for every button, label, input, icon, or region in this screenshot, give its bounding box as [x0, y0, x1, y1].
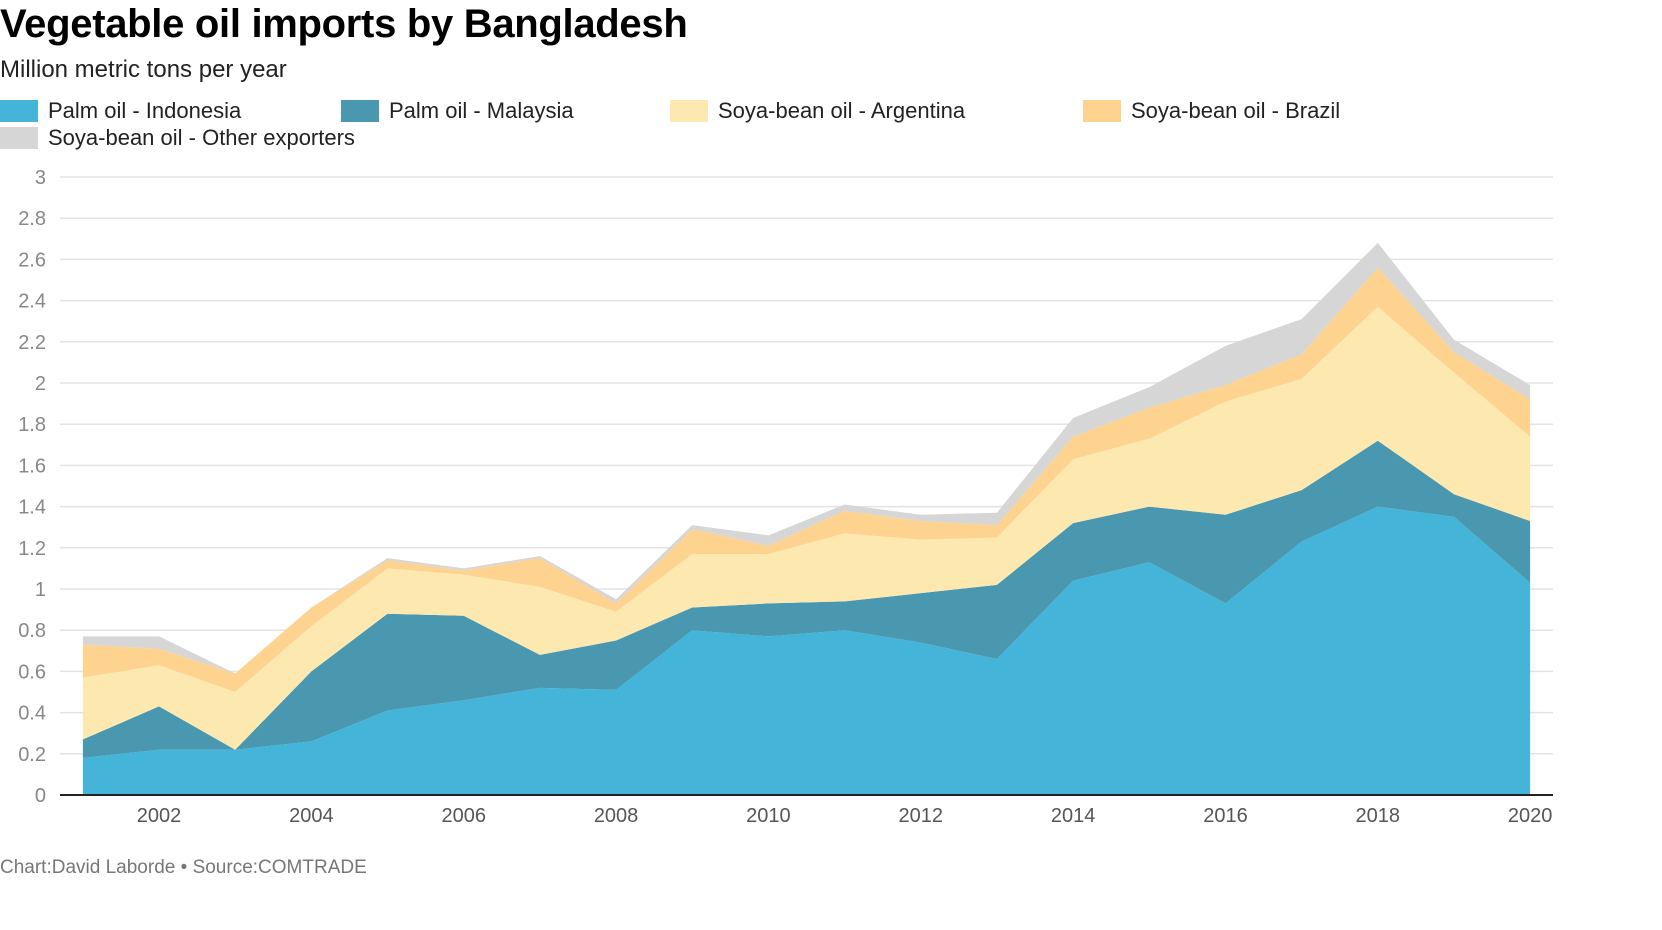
legend-item-palm-malaysia[interactable]: Palm oil - Malaysia	[341, 98, 574, 124]
legend-item-soya-brazil[interactable]: Soya-bean oil - Brazil	[1083, 98, 1340, 124]
y-tick-label: 0.6	[18, 661, 46, 683]
y-tick-label: 1.6	[18, 455, 46, 477]
footer-source-prefix: Source:	[192, 857, 259, 878]
area-soya-bean-oil-argentina	[82, 306, 1531, 750]
footer-source: COMTRADE	[258, 857, 367, 878]
legend-label: Palm oil - Malaysia	[389, 98, 574, 123]
x-tick-label: 2020	[1508, 805, 1553, 827]
footer-chart-prefix: Chart:	[0, 857, 52, 878]
y-tick-label: 2.2	[18, 332, 46, 354]
area-palm-oil-indonesia	[82, 506, 1531, 795]
x-tick-label: 2014	[1051, 805, 1096, 827]
y-tick-label: 1	[35, 579, 46, 601]
area-soya-bean-oil-brazil	[82, 267, 1531, 692]
footer-author: David Laborde	[51, 857, 176, 878]
y-tick-label: 2.6	[18, 249, 46, 271]
legend: Palm oil - Indonesia Palm oil - Malaysia…	[0, 96, 1650, 156]
x-tick-label: 2016	[1203, 805, 1248, 827]
legend-item-palm-indonesia[interactable]: Palm oil - Indonesia	[0, 98, 241, 124]
y-tick-label: 1.8	[18, 414, 46, 436]
x-tick-label: 2018	[1356, 805, 1401, 827]
y-tick-label: 0	[35, 785, 46, 807]
footer-separator: •	[175, 857, 193, 878]
legend-label: Palm oil - Indonesia	[48, 98, 242, 123]
y-tick-label: 0.4	[18, 703, 46, 725]
x-tick-label: 2002	[137, 805, 182, 827]
legend-swatch	[1083, 100, 1121, 122]
y-tick-label: 0.2	[18, 744, 46, 766]
x-tick-label: 2010	[746, 805, 791, 827]
area-series	[82, 242, 1531, 795]
y-tick-label: 2.4	[18, 291, 46, 313]
legend-label: Soya-bean oil - Other exporters	[48, 125, 355, 150]
x-tick-label: 2012	[899, 805, 944, 827]
legend-label: Soya-bean oil - Brazil	[1131, 98, 1341, 123]
legend-swatch	[341, 100, 379, 122]
legend-swatch	[0, 127, 38, 149]
y-tick-label: 1.4	[18, 497, 46, 519]
legend-item-soya-argentina[interactable]: Soya-bean oil - Argentina	[670, 98, 965, 124]
legend-swatch	[670, 100, 708, 122]
legend-item-soya-other[interactable]: Soya-bean oil - Other exporters	[0, 125, 355, 151]
area-palm-oil-malaysia	[82, 440, 1531, 758]
y-axis-ticks: 0 0.2 0.4 0.6 0.8 1 1.2 1.4 1.6 1.8 2 2.2 2.4 2.6 2.8 3	[18, 167, 46, 807]
area-soya-bean-oil-other-exporters	[82, 242, 1531, 674]
legend-swatch	[0, 100, 38, 122]
y-tick-label: 1.2	[18, 538, 46, 560]
chart-title: Vegetable oil imports by Bangladesh	[0, 2, 688, 46]
y-tick-label: 3	[35, 167, 46, 189]
y-tick-label: 0.8	[18, 620, 46, 642]
chart-footer: Chart:David Laborde • Source:COMTRADE	[0, 857, 367, 879]
y-tick-label: 2.8	[18, 208, 46, 230]
chart-subtitle: Million metric tons per year	[0, 56, 287, 83]
x-tick-label: 2004	[289, 805, 334, 827]
y-tick-label: 2	[35, 373, 46, 395]
x-tick-label: 2006	[441, 805, 486, 827]
legend-label: Soya-bean oil - Argentina	[718, 98, 966, 123]
x-axis-ticks: 2002 2004 2006 2008 2010 2012 2014 2016 2018 2020	[137, 805, 1553, 827]
x-tick-label: 2008	[594, 805, 639, 827]
stacked-area-chart: 0 0.2 0.4 0.6 0.8 1 1.2 1.4 1.6 1.8 2 2.2 2.4 2.6 2.8 3…	[18, 167, 1553, 827]
